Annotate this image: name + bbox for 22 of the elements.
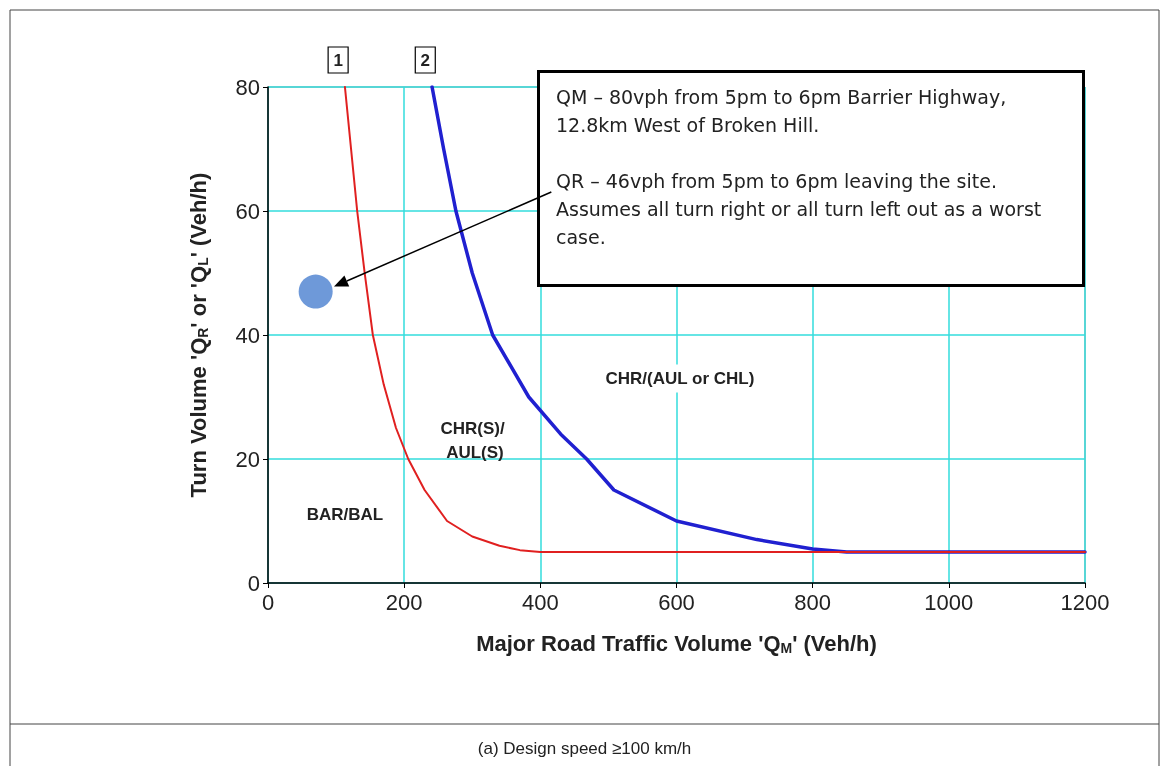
y-axis-title: Turn Volume 'QR' or 'QL' (Veh/h) [185,172,211,498]
annotation: QR – 46vph from 5pm to 6pm leaving the site. Assumes all turn right or all turn left out as a worst case. [556,169,1043,250]
annotation: CHR(S)/ AUL(S) [440,418,510,462]
y-tick-label: 40 [235,322,260,348]
annotation: QM – 80vph from 5pm to 6pm Barrier Highway, 12.8km West of Broken Hill. [556,85,1008,138]
y-tick-label: 0 [247,570,260,596]
text: 1 [333,50,343,70]
x-tick-label: 400 [521,589,559,615]
text: (a) Design speed ≥100 km/h [477,739,692,758]
y-tick-label: 60 [235,198,260,224]
x-axis-title: Major Road Traffic Volume 'QM' (Veh/h) [476,630,877,656]
callout-box: QM – 80vph from 5pm to 6pm Barrier Highway, 12.8km West of Broken Hill. QR – 46vph from 5pm to 6pm leaving the site. Assumes all turn right or all turn left out as a worst case. [537,70,1085,287]
text: 2 [420,50,431,70]
x-tick-label: 200 [385,589,423,615]
x-tick-label: 1000 [924,589,974,615]
y-tick-label: 20 [235,446,260,472]
annotation: BAR/BAL [306,505,384,525]
annotation: CHR/(AUL or CHL) [605,368,755,388]
x-tick-label: 800 [794,589,832,615]
x-tick-label: 600 [658,589,695,615]
y-tick-label: 80 [235,74,260,100]
x-tick-label: 1200 [1060,589,1110,615]
